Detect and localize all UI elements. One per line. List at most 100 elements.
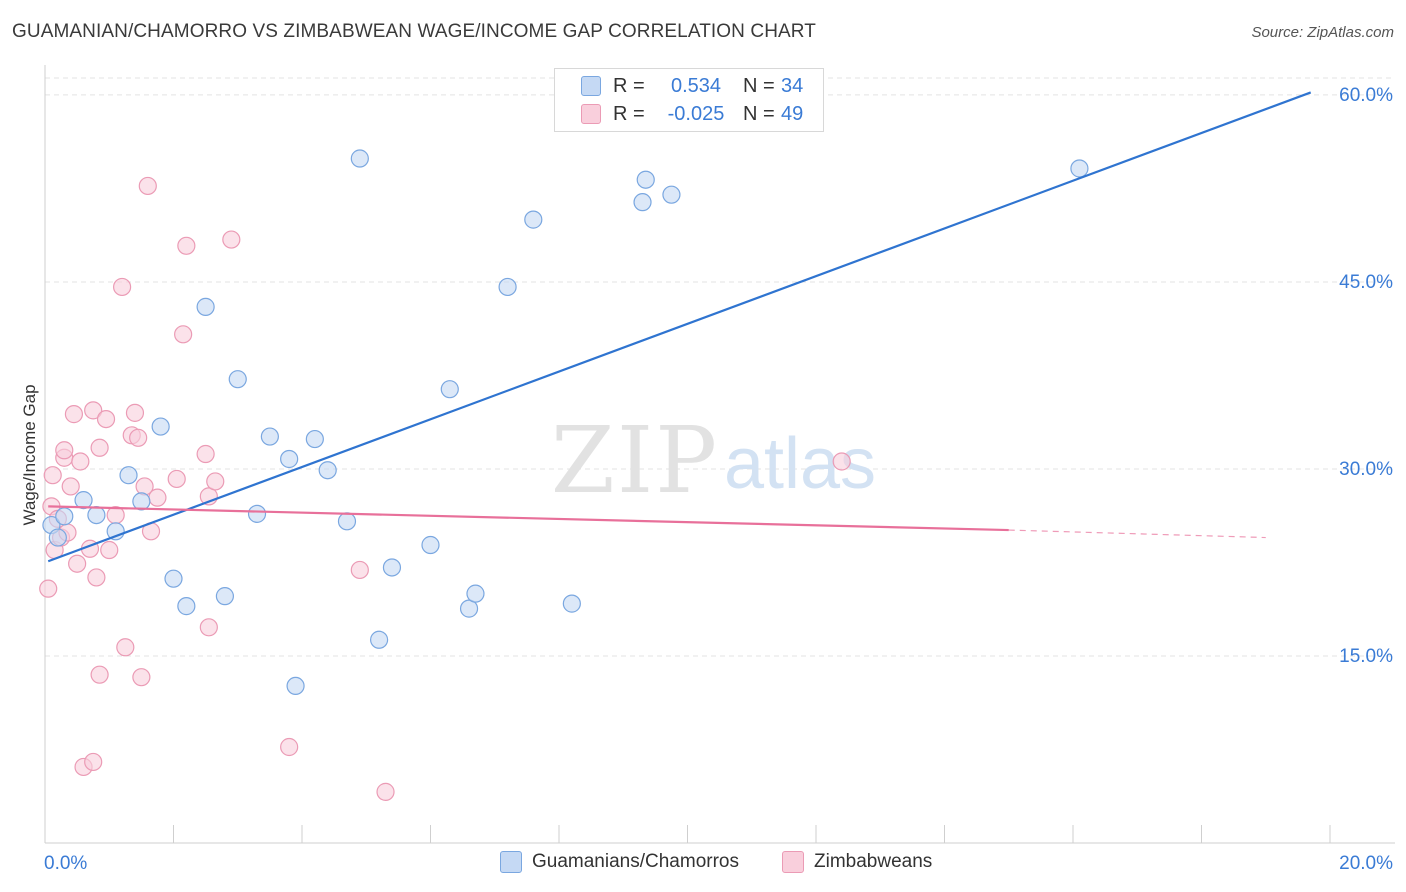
zimbabwean-point — [96, 409, 116, 429]
watermark-zip: ZIP — [551, 407, 719, 514]
zimbabwean-point — [132, 668, 151, 687]
guamanian-point — [382, 558, 402, 577]
zimbabwean-point — [376, 782, 395, 801]
guamanian-point — [55, 507, 74, 526]
zimbabwean-point — [167, 469, 186, 489]
guamanian-point — [48, 528, 67, 547]
series-label-guamanian: Guamanians/Chamorros — [532, 851, 739, 872]
zimbabwean-point — [129, 428, 148, 447]
tick-labels: 15.0% 30.0% 45.0% 60.0% 0.0% 20.0% — [44, 85, 1393, 874]
zimbabwean-point — [64, 405, 84, 424]
guamanian-point — [421, 535, 440, 555]
legend-r-value-guamanian: 0.534 — [670, 74, 722, 97]
legend-n-label: N = — [743, 102, 775, 125]
guamanian-point — [286, 676, 305, 696]
series-legend-zimbabwean: Zimbabweans — [782, 851, 932, 873]
zimbabwean-point — [148, 488, 167, 507]
guamanian-point — [119, 466, 138, 485]
zimbabwean-trend-line — [48, 505, 1009, 532]
zimbabwean-point — [138, 176, 157, 196]
guamanian-point — [636, 170, 655, 189]
guamanian-point — [633, 193, 652, 212]
zimbabwean-trend-extension — [1008, 529, 1266, 539]
guamanian-point — [662, 185, 681, 204]
zimbabwean-point — [87, 568, 106, 587]
guamanian-point — [318, 461, 337, 480]
zimbabwean-point — [174, 325, 193, 344]
y-tick-label: 60.0% — [1339, 85, 1393, 106]
guamanian-points — [42, 149, 1089, 696]
zimbabwean-point — [199, 618, 218, 637]
series-label-zimbabwean: Zimbabweans — [814, 851, 933, 872]
zimbabwean-point — [84, 752, 103, 772]
x-tick-label-max: 20.0% — [1339, 853, 1393, 874]
guamanian-point — [87, 505, 106, 525]
guamanian-point — [132, 492, 151, 511]
zimbabwean-point — [90, 665, 109, 684]
guamanian-point — [196, 297, 215, 316]
guamanian-point — [1070, 159, 1089, 178]
guamanian-point — [524, 210, 543, 229]
legend-r-label: R = — [613, 74, 645, 97]
series-swatch-guamanian — [500, 851, 522, 873]
guamanian-point — [177, 597, 196, 616]
guamanian-point — [305, 429, 324, 449]
guamanian-point — [260, 427, 279, 446]
y-tick-label: 45.0% — [1339, 272, 1393, 293]
legend-r-value-zimbabwean: -0.025 — [667, 102, 725, 125]
trend-lines — [47, 91, 1312, 563]
zimbabwean-point — [43, 466, 62, 485]
zimbabwean-point — [90, 438, 109, 457]
zimbabwean-point — [206, 472, 225, 491]
zimbabwean-point — [280, 737, 299, 757]
zimbabwean-point — [39, 579, 58, 598]
watermark-atlas: atlas — [724, 424, 876, 504]
guamanian-point — [370, 630, 389, 649]
guamanian-point — [280, 449, 299, 469]
legend-row-guamanian: R = 0.534 N = 34 — [581, 74, 803, 98]
source-label: Source: ZipAtlas.com — [1251, 24, 1394, 41]
series-legend-guamanian: Guamanians/Chamorros — [500, 851, 739, 873]
legend-n-value-zimbabwean: 49 — [781, 102, 804, 125]
grid-lines — [45, 77, 1395, 657]
legend-swatch-guamanian — [581, 76, 601, 96]
legend-r-label: R = — [613, 102, 645, 125]
series-legend: Guamanians/Chamorros Zimbabweans — [0, 851, 1406, 877]
legend-row-zimbabwean: R = -0.025 N = 49 — [581, 102, 803, 126]
chart-title: GUAMANIAN/CHAMORRO VS ZIMBABWEAN WAGE/IN… — [12, 21, 816, 42]
guamanian-point — [466, 584, 485, 603]
zimbabwean-point — [177, 236, 196, 255]
zimbabwean-point — [61, 477, 80, 496]
watermark: ZIP atlas — [551, 407, 876, 514]
guamanian-point — [459, 599, 479, 618]
zimbabwean-point — [100, 540, 119, 560]
y-tick-label: 15.0% — [1339, 646, 1393, 667]
series-swatch-zimbabwean — [782, 851, 804, 873]
zimbabwean-point — [84, 401, 103, 420]
guamanian-point — [498, 277, 517, 297]
guamanian-point — [215, 587, 234, 606]
y-axis-label: Wage/Income Gap — [20, 384, 39, 525]
guamanian-point — [151, 417, 170, 436]
y-tick-label: 30.0% — [1339, 459, 1393, 480]
zimbabwean-point — [125, 403, 145, 422]
guamanian-point — [228, 370, 247, 389]
x-tick-label-min: 0.0% — [44, 853, 87, 874]
guamanian-point — [562, 594, 581, 613]
zimbabwean-point — [68, 554, 87, 573]
legend-swatch-zimbabwean — [581, 104, 601, 124]
guamanian-point — [74, 491, 93, 510]
zimbabwean-point — [222, 230, 241, 249]
guamanian-point — [440, 380, 459, 399]
guamanian-point — [164, 569, 183, 588]
legend-n-label: N = — [743, 74, 775, 97]
zimbabwean-point — [832, 452, 851, 471]
guamanian-point — [337, 512, 357, 531]
zimbabwean-point — [350, 560, 369, 580]
zimbabwean-point — [71, 452, 90, 471]
legend-n-value-guamanian: 34 — [781, 74, 804, 97]
stats-legend: R = 0.534 N = 34 R = -0.025 N = 49 — [554, 68, 824, 132]
axes — [44, 65, 1395, 844]
zimbabwean-point — [196, 444, 215, 464]
zimbabwean-point — [55, 441, 74, 460]
